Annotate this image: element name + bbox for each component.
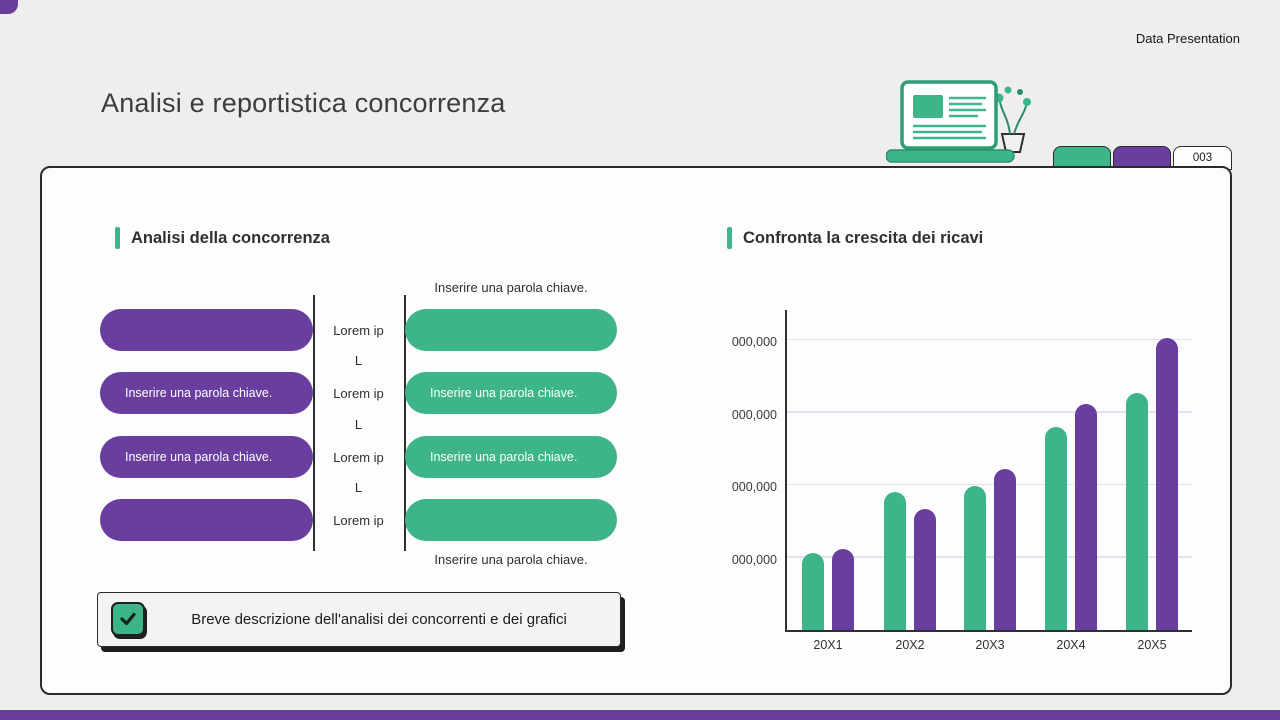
laptop-svg	[885, 80, 1031, 163]
x-axis-labels: 20X1 20X2 20X3 20X4 20X5	[787, 638, 1192, 658]
bar-purple-20X4	[1075, 404, 1097, 630]
bar-group-20X5	[1126, 337, 1178, 630]
x-tick-label: 20X4	[1056, 638, 1086, 652]
caption-top: Inserire una parola chiave.	[434, 280, 588, 295]
connector-label-1: L	[354, 352, 363, 368]
bar-purple-20X2	[914, 509, 936, 630]
bar-green-20X2	[884, 492, 906, 630]
x-tick-label: 20X1	[813, 638, 843, 652]
pill-right-4	[405, 499, 617, 541]
bar-purple-20X5	[1156, 337, 1178, 630]
bar-group-20X4	[1045, 404, 1097, 630]
pill-right-2: Inserire una parola chiave.	[405, 372, 617, 414]
note-checkbox[interactable]	[111, 602, 145, 636]
gridline	[787, 338, 1192, 341]
bar-group-20X2	[884, 492, 936, 630]
bar-group-20X3	[964, 469, 1016, 630]
bottom-accent-bar	[0, 710, 1280, 720]
pill-left-3: Inserire una parola chiave.	[100, 436, 313, 478]
mid-label-2: Lorem ip	[333, 385, 384, 401]
divider-line-right	[404, 295, 406, 551]
gridline	[787, 556, 1192, 558]
x-tick-label: 20X2	[895, 638, 925, 652]
gridline	[787, 411, 1192, 413]
pill-right-1	[405, 309, 617, 351]
check-icon	[120, 612, 136, 626]
left-heading-text: Analisi della concorrenza	[131, 228, 330, 247]
x-tick-label: 20X3	[975, 638, 1005, 652]
bar-group-20X1	[802, 548, 854, 630]
mid-label-3: Lorem ip	[333, 449, 384, 465]
bar-purple-20X3	[994, 469, 1016, 630]
bar-purple-20X1	[832, 548, 854, 630]
caption-bottom: Inserire una parola chiave.	[434, 552, 588, 567]
heading-accent-bar	[115, 227, 120, 249]
pill-left-4	[100, 499, 313, 541]
pill-right-3: Inserire una parola chiave.	[405, 436, 617, 478]
bar-green-20X5	[1126, 392, 1148, 630]
bar-green-20X4	[1045, 427, 1067, 630]
corner-decoration	[0, 0, 18, 14]
y-tick-label: 000,000	[731, 552, 777, 567]
connector-label-2: L	[354, 416, 363, 432]
y-tick-label: 000,000	[731, 407, 777, 422]
right-section-heading: Confronta la crescita dei ricavi	[727, 227, 983, 249]
pill-left-1	[100, 309, 313, 351]
content-card: Analisi della concorrenza Inserire una p…	[40, 166, 1232, 695]
left-section-heading: Analisi della concorrenza	[115, 227, 330, 249]
mid-label-1: Lorem ip	[333, 322, 384, 338]
x-tick-label: 20X5	[1137, 638, 1167, 652]
connector-label-3: L	[354, 479, 363, 495]
mid-label-4: Lorem ip	[333, 512, 384, 528]
laptop-illustration	[885, 78, 1042, 166]
presentation-label: Data Presentation	[1135, 31, 1240, 46]
y-tick-label: 000,000	[731, 480, 777, 495]
pill-left-2: Inserire una parola chiave.	[100, 372, 313, 414]
y-tick-label: 000,000	[731, 335, 777, 350]
revenue-chart-plot	[785, 310, 1192, 632]
y-axis-labels: 000,000 000,000 000,000 000,000	[677, 310, 777, 630]
bar-green-20X3	[964, 485, 986, 630]
bar-green-20X1	[802, 553, 824, 630]
page-number: 003	[1192, 152, 1213, 164]
heading-accent-bar	[727, 227, 732, 249]
note-text: Breve descrizione dell'analisi dei conco…	[191, 611, 567, 628]
gridline	[787, 483, 1192, 486]
divider-line-left	[313, 295, 315, 551]
right-heading-text: Confronta la crescita dei ricavi	[743, 228, 984, 247]
page-title: Analisi e reportistica concorrenza	[101, 88, 506, 118]
note-box: Breve descrizione dell'analisi dei conco…	[97, 592, 621, 647]
